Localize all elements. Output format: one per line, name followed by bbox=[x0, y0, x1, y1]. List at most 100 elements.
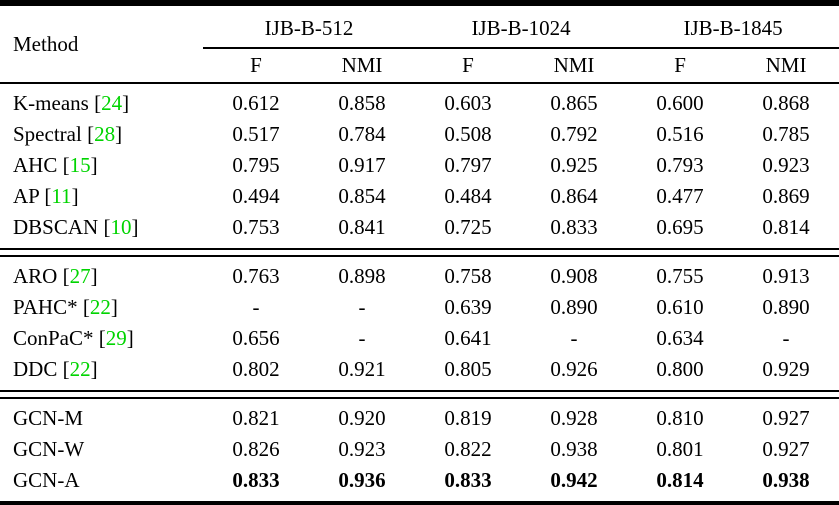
citation-number: 10 bbox=[110, 215, 132, 239]
method-label: GCN-A bbox=[13, 468, 80, 492]
column-header-f: F bbox=[203, 48, 309, 84]
double-rule bbox=[0, 390, 839, 399]
metric-value-cell: 0.833 bbox=[444, 468, 492, 492]
table-row: DBSCAN [10] 0.753 0.841 0.725 0.833 0.695 0.81… bbox=[0, 212, 839, 249]
metric-value-cell: 0.484 bbox=[444, 184, 492, 208]
metric-value-cell: 0.865 bbox=[550, 91, 598, 115]
column-header-nmi: NMI bbox=[733, 48, 839, 84]
metric-value-cell: - bbox=[358, 295, 366, 319]
metric-value-cell: 0.758 bbox=[444, 264, 492, 288]
method-label: AHC bbox=[13, 153, 58, 177]
metric-value-cell: 0.923 bbox=[762, 153, 810, 177]
double-rule bbox=[0, 248, 839, 257]
metric-value-cell: 0.610 bbox=[656, 295, 704, 319]
citation: [28] bbox=[81, 122, 123, 146]
metric-value-cell: 0.755 bbox=[656, 264, 704, 288]
metric-value-cell: - bbox=[252, 295, 260, 319]
method-label: PAHC* bbox=[13, 295, 78, 319]
metric-value-cell: 0.869 bbox=[762, 184, 810, 208]
metric-value-cell: 0.656 bbox=[232, 326, 280, 350]
method-label: Spectral bbox=[13, 122, 82, 146]
metric-value-cell: 0.819 bbox=[444, 406, 492, 430]
column-header-nmi: NMI bbox=[521, 48, 628, 84]
table-row: AHC [15] 0.795 0.917 0.797 0.925 0.793 0.923 bbox=[0, 150, 839, 181]
method-cell: GCN-W bbox=[0, 434, 203, 465]
method-label: AP bbox=[13, 184, 40, 208]
metric-value-cell: 0.763 bbox=[232, 264, 280, 288]
citation-number: 11 bbox=[51, 184, 72, 208]
metric-value-cell: 0.508 bbox=[444, 122, 492, 146]
table-header: Method IJB-B-512 IJB-B-1024 IJB-B-1845 F… bbox=[0, 3, 839, 84]
metric-value-cell: 0.833 bbox=[232, 468, 280, 492]
metric-value-cell: 0.785 bbox=[762, 122, 810, 146]
method-cell: DDC [22] bbox=[0, 354, 203, 391]
metric-value-cell: 0.821 bbox=[232, 406, 280, 430]
metric-value-cell: 0.517 bbox=[232, 122, 280, 146]
metric-value-cell: 0.826 bbox=[232, 437, 280, 461]
column-header-f: F bbox=[415, 48, 522, 84]
metric-value-cell: 0.908 bbox=[550, 264, 598, 288]
metric-value-cell: 0.938 bbox=[762, 468, 810, 492]
method-label: ARO bbox=[13, 264, 58, 288]
method-label: DDC bbox=[13, 357, 58, 381]
citation-number: 29 bbox=[105, 326, 127, 350]
column-group-ijbb-1845: IJB-B-1845 bbox=[627, 3, 839, 49]
metric-value-cell: 0.516 bbox=[656, 122, 704, 146]
citation: [22] bbox=[77, 295, 118, 319]
method-label: DBSCAN bbox=[13, 215, 99, 239]
metric-value-cell: 0.784 bbox=[338, 122, 386, 146]
citation-number: 27 bbox=[69, 264, 91, 288]
section-separator-double-rule bbox=[0, 390, 839, 399]
metric-value-cell: 0.890 bbox=[550, 295, 598, 319]
method-cell: GCN-A bbox=[0, 465, 203, 504]
metric-value-cell: 0.641 bbox=[444, 326, 492, 350]
table-row: GCN-M 0.821 0.920 0.819 0.928 0.810 0.927 bbox=[0, 398, 839, 434]
column-group-ijbb-512: IJB-B-512 bbox=[203, 3, 416, 49]
metric-value-cell: 0.854 bbox=[338, 184, 386, 208]
metric-value-cell: 0.725 bbox=[444, 215, 492, 239]
column-header-method: Method bbox=[0, 3, 203, 84]
citation-number: 22 bbox=[69, 357, 91, 381]
table-row: ARO [27] 0.763 0.898 0.758 0.908 0.755 0.913 bbox=[0, 256, 839, 292]
table-section-3: GCN-M 0.821 0.920 0.819 0.928 0.810 0.927 GCN-W… bbox=[0, 398, 839, 504]
metric-value-cell: 0.864 bbox=[550, 184, 598, 208]
method-cell: K-means [24] bbox=[0, 83, 203, 119]
citation: [27] bbox=[57, 264, 98, 288]
metric-value-cell: 0.753 bbox=[232, 215, 280, 239]
metric-value-cell: 0.634 bbox=[656, 326, 704, 350]
metric-value-cell: 0.795 bbox=[232, 153, 280, 177]
metric-value-cell: 0.898 bbox=[338, 264, 386, 288]
table-row: Spectral [28] 0.517 0.784 0.508 0.792 0.516 0.… bbox=[0, 119, 839, 150]
metric-value-cell: 0.695 bbox=[656, 215, 704, 239]
method-cell: ConPaC* [29] bbox=[0, 323, 203, 354]
table-section-2: ARO [27] 0.763 0.898 0.758 0.908 0.755 0.913 PA… bbox=[0, 256, 839, 391]
metric-value-cell: 0.921 bbox=[338, 357, 386, 381]
metric-value-cell: - bbox=[358, 326, 366, 350]
method-cell: PAHC* [22] bbox=[0, 292, 203, 323]
metric-value-cell: 0.942 bbox=[550, 468, 598, 492]
citation: [29] bbox=[93, 326, 134, 350]
group-header-row: Method IJB-B-512 IJB-B-1024 IJB-B-1845 bbox=[0, 3, 839, 84]
metric-value-cell: 0.805 bbox=[444, 357, 492, 381]
metric-value-cell: 0.868 bbox=[762, 91, 810, 115]
metric-value-cell: 0.923 bbox=[338, 437, 386, 461]
metric-value-cell: 0.822 bbox=[444, 437, 492, 461]
metric-value-cell: 0.841 bbox=[338, 215, 386, 239]
column-header-nmi: NMI bbox=[309, 48, 416, 84]
metric-value-cell: 0.800 bbox=[656, 357, 704, 381]
metric-value-cell: 0.927 bbox=[762, 437, 810, 461]
method-cell: Spectral [28] bbox=[0, 119, 203, 150]
citation: [24] bbox=[88, 91, 130, 115]
table-row: DDC [22] 0.802 0.921 0.805 0.926 0.800 0.929 bbox=[0, 354, 839, 391]
metric-value-cell: 0.792 bbox=[550, 122, 598, 146]
metric-value-cell: 0.929 bbox=[762, 357, 810, 381]
table-row: GCN-W 0.826 0.923 0.822 0.938 0.801 0.927 bbox=[0, 434, 839, 465]
method-label: ConPaC* bbox=[13, 326, 94, 350]
method-cell: DBSCAN [10] bbox=[0, 212, 203, 249]
method-label: GCN-M bbox=[13, 406, 84, 430]
metric-value-cell: 0.928 bbox=[550, 406, 598, 430]
metric-value-cell: 0.926 bbox=[550, 357, 598, 381]
citation-number: 28 bbox=[94, 122, 116, 146]
